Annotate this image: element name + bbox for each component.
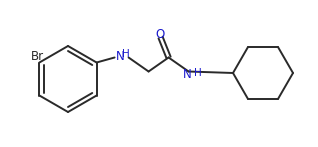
Text: N: N xyxy=(183,67,192,81)
Text: H: H xyxy=(122,49,130,59)
Text: H: H xyxy=(194,67,202,77)
Text: Br: Br xyxy=(31,50,44,62)
Text: O: O xyxy=(155,27,164,41)
Text: N: N xyxy=(115,50,124,63)
